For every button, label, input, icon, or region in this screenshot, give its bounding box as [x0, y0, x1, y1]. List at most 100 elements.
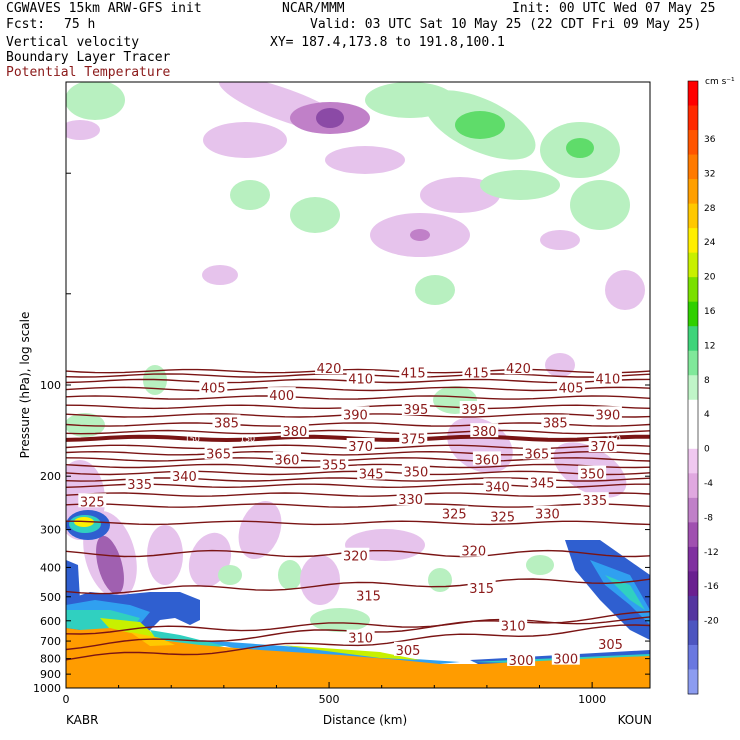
contour-label-bg	[357, 465, 386, 480]
header-center: NCAR/MMM	[282, 1, 345, 16]
contour-label: 365	[524, 447, 549, 462]
contour-label-bg	[346, 629, 375, 644]
colorbar-tick-label: 4	[704, 410, 710, 420]
contour-label-bg	[354, 587, 383, 602]
contour-label: 420	[506, 362, 531, 377]
contour-label: 385	[214, 417, 239, 432]
colorbar-segment	[688, 399, 698, 425]
header-field-1: Vertical velocity	[6, 35, 140, 50]
contour-label: 405	[559, 382, 584, 397]
contour-label: 340	[172, 470, 197, 485]
colorbar-segment	[688, 252, 698, 278]
x-axis-label: Distance (km)	[323, 713, 407, 727]
y-tick-label: 700	[40, 635, 61, 648]
colorbar-segment	[688, 546, 698, 572]
contour-label: 400	[269, 389, 294, 404]
contour-label: 410	[348, 372, 373, 387]
contour-label-bg	[499, 617, 528, 632]
contour-label-bg	[346, 438, 375, 453]
contour-label: 385	[543, 417, 568, 432]
theta-contour-line	[66, 386, 650, 392]
contour-label-bg	[199, 379, 228, 394]
contour-label: 345	[530, 477, 555, 492]
colorbar-segment	[688, 644, 698, 670]
y-tick-label: 200	[40, 470, 61, 483]
contour-label-bg	[272, 451, 301, 466]
contour-label-bg	[341, 406, 370, 421]
contour-label-bg	[488, 508, 517, 523]
theta-contour-line	[66, 578, 650, 595]
x-axis-right-endpoint: KOUN	[618, 713, 652, 727]
contour-label-bg	[346, 370, 375, 385]
contour-label-bg	[459, 400, 488, 415]
contour-label: 415	[464, 367, 489, 382]
header-fcst-label: Fcst:	[6, 17, 46, 32]
colorbar-tick-label: -12	[704, 548, 719, 558]
contour-label: 305	[396, 644, 421, 659]
contour-label: 315	[356, 590, 381, 605]
contour-label-bg	[212, 414, 241, 429]
contour-label-bg	[528, 474, 557, 489]
contour-label-bg	[578, 465, 607, 480]
contour-label-bg	[401, 463, 430, 478]
y-tick-label: 300	[40, 524, 61, 537]
colorbar-segment	[688, 105, 698, 131]
colorbar-segment	[688, 473, 698, 499]
contour-label-bg	[267, 387, 296, 402]
colorbar-segment	[688, 620, 698, 646]
colorbar-tick-label: 28	[704, 204, 716, 214]
contour-label: 305	[598, 638, 623, 653]
x-tick-label: 500	[319, 693, 340, 706]
contour-label-bg	[459, 542, 488, 557]
y-tick-label: 900	[40, 668, 61, 681]
contour-label-bg	[596, 635, 625, 650]
colorbar-tick-label: 32	[704, 169, 715, 179]
contour-label: 325	[442, 508, 467, 523]
contour-label: 340	[485, 480, 510, 495]
contour-label: 360	[474, 453, 499, 468]
y-tick-label: 1000	[33, 682, 61, 695]
theta-contour-line	[66, 429, 650, 435]
x-tick-label: 1000	[578, 693, 606, 706]
contour-label-bg	[551, 650, 580, 665]
contour-label-bg	[440, 505, 469, 520]
colorbar-segment	[688, 301, 698, 327]
contour-label: 300	[509, 654, 534, 669]
contour-label: 310	[348, 632, 373, 647]
contour-label: 325	[80, 495, 105, 510]
contour-label: 415	[401, 367, 426, 382]
contour-label-bg	[320, 456, 349, 471]
potential-temperature-labels: 420 415 415 420 410 410 405 405 400 390 395 395 390 3…	[78, 360, 625, 669]
colorbar-segment	[688, 228, 698, 254]
colorbar-segment	[688, 497, 698, 523]
y-tick-label: 100	[40, 379, 61, 392]
colorbar-tick-label: -4	[704, 479, 713, 489]
contour-label: 320	[461, 545, 486, 560]
theta-contour-line	[66, 520, 650, 526]
contour-label-bg	[315, 360, 344, 375]
contour-label: 350	[403, 466, 428, 481]
contour-label: 335	[127, 478, 152, 493]
contour-label-bg	[204, 445, 233, 460]
colorbar-segment	[688, 350, 698, 376]
contour-label: 350	[580, 468, 605, 483]
x-axis-left-endpoint: KABR	[66, 713, 98, 727]
x-tick-label: 0	[63, 693, 70, 706]
contour-label-bg	[462, 364, 491, 379]
colorbar-tick-label: 12	[704, 341, 715, 351]
colorbar-tick-label: -20	[704, 617, 719, 627]
header-init: Init: 00 UTC Wed 07 May 25	[512, 1, 716, 16]
contour-label-bg	[341, 547, 370, 562]
colorbar-tick-label: -8	[704, 513, 713, 523]
header-field-3: Potential Temperature	[6, 65, 171, 80]
contour-label: 390	[343, 408, 368, 423]
theta-contour-line	[66, 463, 650, 469]
contour-label: 330	[535, 508, 560, 523]
contour-label-bg	[125, 475, 154, 490]
contour-label-bg	[396, 491, 425, 506]
header-fcst-value: 75 h	[64, 17, 96, 32]
contour-label-bg	[507, 651, 536, 666]
theta-contour-line	[66, 503, 650, 508]
contour-label-bg	[593, 370, 622, 385]
